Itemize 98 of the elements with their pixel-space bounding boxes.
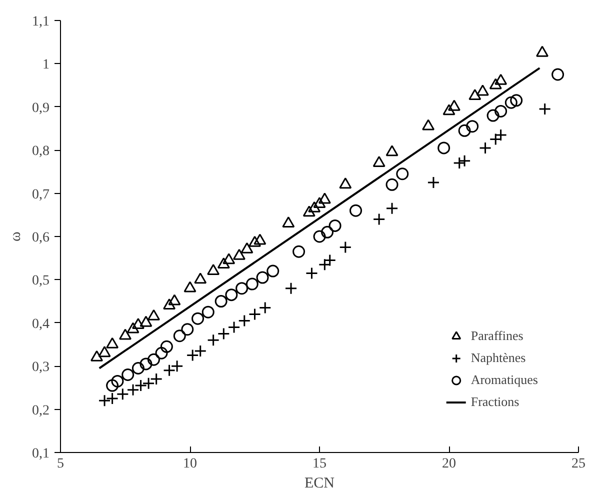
point [194,272,207,284]
point [147,353,160,366]
point [438,142,450,154]
point [217,257,230,269]
point [140,316,152,327]
y-tick-label: 0,5 [32,274,50,289]
point [466,120,479,133]
x-tick-label: 10 [183,456,197,472]
point [232,248,246,260]
point [184,281,196,292]
x-tick-label: 25 [572,456,586,472]
legend-label: Paraffines [470,328,524,344]
point [350,204,362,217]
point [486,109,500,122]
point [284,282,298,295]
point [458,124,471,137]
point [422,119,435,130]
point [160,340,173,353]
point [98,394,111,407]
point [386,202,398,215]
point [140,358,152,370]
legend-label: Naphtènes [470,350,526,366]
x-tick-label: 15 [312,456,326,472]
point [494,74,508,85]
point [240,242,254,254]
point [106,379,119,392]
point [181,323,194,336]
point [536,46,548,57]
point [538,102,552,116]
point [321,226,334,238]
y-tick-label: 0,1 [32,446,50,462]
point [147,309,160,320]
point [313,230,326,243]
point [292,245,306,258]
y-axis-title: ω [8,231,24,242]
point [372,156,386,167]
legend-label: Aromatiques [470,372,538,388]
point [504,96,518,109]
y-tick-label: 0,8 [32,144,50,160]
point [254,234,266,245]
point [552,68,564,81]
point [202,306,214,318]
point [256,271,269,284]
point [308,201,321,212]
x-axis-title: ECN [304,476,335,492]
point [119,328,132,340]
point [328,219,342,232]
y-tick-label: 0,9 [32,100,50,116]
legend-label: Fractions [470,394,520,410]
point [396,168,409,180]
point [476,84,489,96]
y-tick-label: 0,4 [32,316,50,332]
point [207,264,220,275]
point [318,192,331,204]
point [313,197,326,208]
point [222,253,236,264]
point [132,318,144,329]
point [155,346,168,360]
point [122,368,134,381]
point [339,178,352,189]
point [173,330,186,342]
point [248,236,261,247]
point [510,94,523,107]
point [106,337,119,348]
point [448,100,460,111]
point [126,322,140,334]
point [192,312,204,325]
point [494,104,508,118]
point [90,350,104,362]
point [302,206,316,217]
y-tick-label: 0,6 [32,230,50,246]
point [282,216,295,228]
point [427,176,440,189]
point [106,392,119,405]
point [207,334,220,346]
y-tick-label: 0,3 [32,360,50,376]
y-tick-label: 1 [42,58,50,73]
point [98,346,111,358]
point [468,89,482,100]
y-tick-label: 1,1 [32,14,50,30]
x-tick-label: 20 [442,456,456,472]
y-tick-label: 0,2 [32,403,50,418]
point [386,178,398,191]
point [266,264,280,278]
point [442,104,456,116]
point [168,294,181,306]
point [116,388,129,400]
point [111,374,124,388]
point [132,362,144,374]
point [489,78,502,90]
y-tick-label: 0,7 [32,187,50,202]
point [236,282,248,295]
point [246,278,258,290]
point [163,298,176,310]
point [386,145,398,156]
point [225,288,238,302]
point [214,295,228,308]
x-tick-label: 5 [57,456,64,472]
